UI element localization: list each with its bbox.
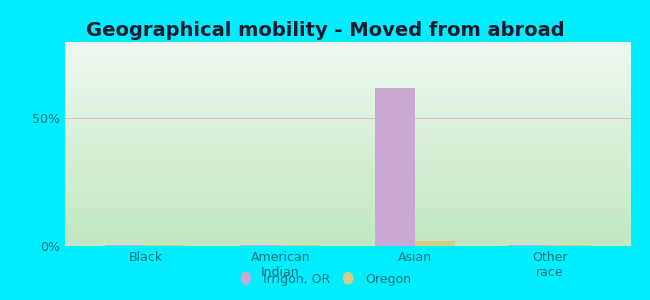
Legend: Irrigon, OR, Oregon: Irrigon, OR, Oregon bbox=[233, 268, 417, 291]
Bar bbox=[280, 245, 321, 246]
Bar bbox=[280, 245, 321, 246]
Bar bbox=[550, 245, 590, 246]
Bar bbox=[510, 245, 550, 246]
Bar bbox=[146, 245, 186, 246]
Bar bbox=[105, 245, 146, 246]
Bar bbox=[240, 245, 280, 246]
Text: Geographical mobility - Moved from abroad: Geographical mobility - Moved from abroa… bbox=[86, 21, 564, 40]
Bar bbox=[240, 245, 280, 246]
Bar bbox=[510, 245, 550, 246]
Bar bbox=[146, 245, 186, 246]
Bar bbox=[374, 88, 415, 246]
Bar bbox=[415, 241, 456, 246]
Bar bbox=[374, 88, 415, 246]
Bar bbox=[105, 245, 146, 246]
Bar bbox=[415, 241, 456, 246]
Bar bbox=[550, 245, 590, 246]
